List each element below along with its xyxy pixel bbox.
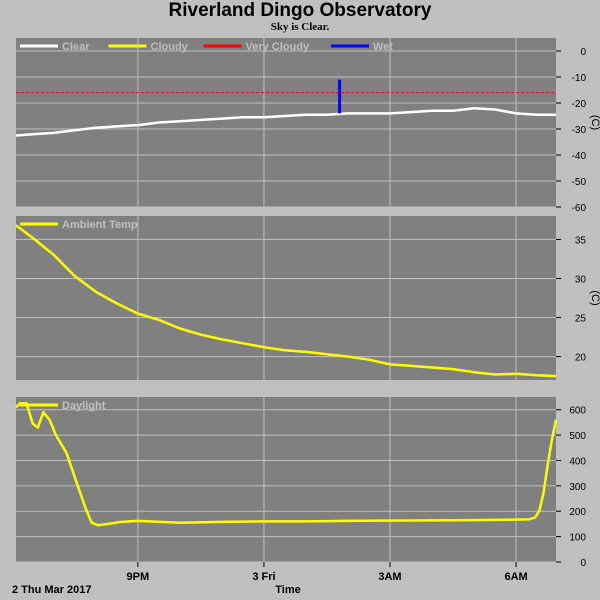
x-tick-label: 3AM xyxy=(378,571,401,583)
y-tick-label: 100 xyxy=(569,533,586,544)
y-tick-label: -60 xyxy=(572,203,587,214)
y-axis-label: (C) xyxy=(589,115,600,130)
y-tick-label: 500 xyxy=(569,431,586,442)
y-tick-label: 0 xyxy=(580,47,586,58)
y-tick-label: 200 xyxy=(569,507,586,518)
legend-label: Wet xyxy=(373,41,393,53)
y-tick-label: 30 xyxy=(575,274,587,285)
legend-label: Very Cloudy xyxy=(246,41,310,53)
series-line-daylight xyxy=(15,402,558,527)
series-line-clear xyxy=(15,106,556,137)
legend-label: Clear xyxy=(62,41,90,53)
panel-3: 0 100 200 300 400 500 600 Daylight xyxy=(15,397,586,569)
y-axis-label: (C) xyxy=(589,290,600,305)
y-tick-label: 300 xyxy=(569,482,586,493)
panel-1: 0 -10 -20 -30 -40 -50 -60 (C) Clear Cloudy Very Cl… xyxy=(15,38,600,214)
y-tick-label: 35 xyxy=(575,235,587,246)
panel-2: 20 25 30 35 (C) Ambient Temp xyxy=(15,216,600,380)
y-tick-label: -10 xyxy=(572,73,587,84)
y-tick-label: 600 xyxy=(569,406,586,417)
plot-background xyxy=(16,216,556,380)
plot-background xyxy=(16,397,556,562)
x-tick-label: 9PM xyxy=(127,571,150,583)
series-line-ambient-temp xyxy=(15,224,557,378)
x-axis-label: Time xyxy=(275,584,300,596)
y-tick-label: 0 xyxy=(580,558,586,569)
x-tick-label: 6AM xyxy=(504,571,527,583)
y-tick-label: -20 xyxy=(572,99,587,110)
y-tick-label: -50 xyxy=(572,177,587,188)
plot-background xyxy=(16,38,556,207)
page-title: Riverland Dingo Observatory xyxy=(168,0,432,21)
x-axis-start-date: 2 Thu Mar 2017 xyxy=(12,584,91,596)
legend-label: Cloudy xyxy=(151,41,189,53)
sky-status-text: Sky is Clear. xyxy=(270,21,330,33)
legend-label: Ambient Temp xyxy=(62,219,138,231)
y-tick-label: 20 xyxy=(575,353,587,364)
x-tick-label: 3 Fri xyxy=(252,571,275,583)
y-tick-label: -40 xyxy=(572,151,587,162)
y-tick-label: 25 xyxy=(575,314,587,325)
legend-label: Daylight xyxy=(62,400,106,412)
y-tick-label: 400 xyxy=(569,456,586,467)
y-tick-label: -30 xyxy=(572,125,587,136)
